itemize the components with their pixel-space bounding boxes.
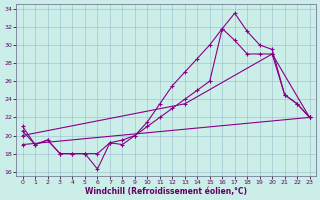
X-axis label: Windchill (Refroidissement éolien,°C): Windchill (Refroidissement éolien,°C) <box>85 187 247 196</box>
